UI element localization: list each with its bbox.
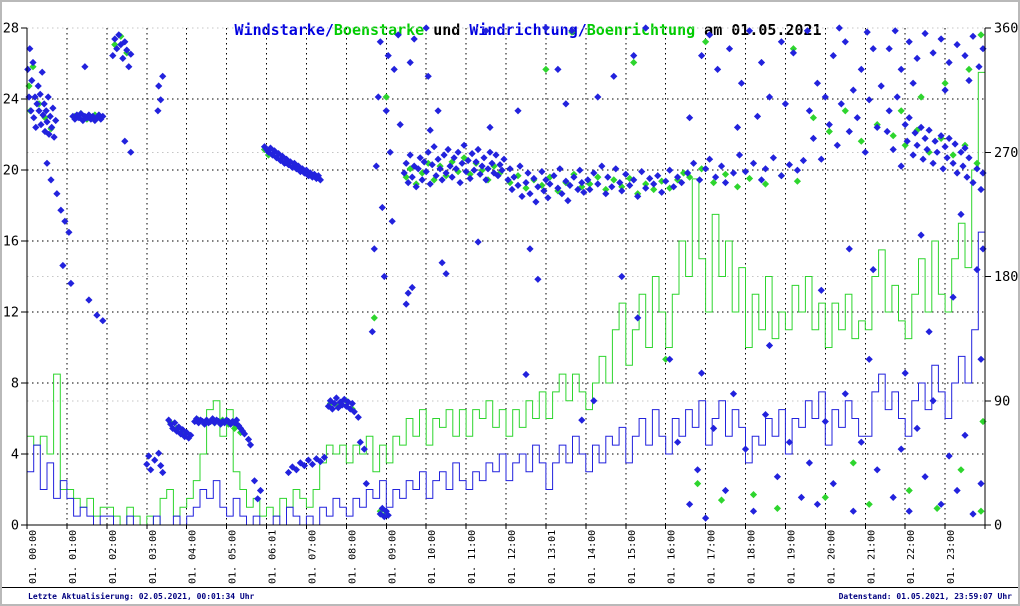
x-tick-label-22: 01. 22:00: [906, 530, 917, 584]
x-tick-label-13: 01. 13:01: [547, 530, 558, 584]
left-tick-label-20: 20: [3, 163, 19, 179]
x-tick-label-16: 01. 16:00: [667, 530, 678, 584]
x-tick-label-10: 01. 10:00: [427, 530, 438, 584]
x-tick-label-20: 01. 20:00: [826, 530, 837, 584]
left-tick-label-12: 12: [3, 305, 19, 321]
x-tick-label-2: 01. 02:00: [108, 530, 119, 584]
x-tick-label-14: 01. 14:00: [587, 530, 598, 584]
series-line-boenstarke: [27, 71, 985, 526]
left-tick-label-28: 28: [3, 21, 19, 37]
left-tick-label-8: 8: [11, 376, 19, 392]
left-tick-label-0: 0: [11, 518, 19, 534]
x-tick-label-3: 01. 03:00: [148, 530, 159, 584]
series-line-windstarke: [27, 231, 985, 526]
x-tick-label-15: 01. 15:00: [627, 530, 638, 584]
x-tick-label-8: 01. 08:00: [347, 530, 358, 584]
x-tick-label-0: 01. 00:00: [28, 530, 39, 584]
title-slash2: /: [577, 21, 587, 39]
x-tick-label-4: 01. 04:00: [188, 530, 199, 584]
title-slash1: /: [324, 21, 334, 39]
right-tick-label-90: 90: [994, 393, 1010, 409]
title-windrichtung: Windrichtung: [469, 21, 578, 39]
x-tick-label-17: 01. 17:00: [707, 530, 718, 584]
status-bar: Letzte Aktualisierung: 02.05.2021, 00:01…: [2, 587, 1018, 604]
x-tick-label-23: 01. 23:00: [946, 530, 957, 584]
x-tick-label-1: 01. 01:00: [68, 530, 79, 584]
left-tick-label-16: 16: [3, 234, 19, 250]
x-tick-label-19: 01. 19:00: [786, 530, 797, 584]
title-und: und: [424, 21, 470, 39]
x-tick-label-7: 01. 07:00: [307, 530, 318, 584]
x-tick-label-11: 01. 11:00: [467, 530, 478, 584]
right-tick-label-270: 270: [994, 145, 1018, 161]
right-tick-label-0: 0: [994, 518, 1002, 534]
right-tick-label-180: 180: [994, 269, 1018, 285]
last-update-text: Letzte Aktualisierung: 02.05.2021, 00:01…: [28, 591, 255, 601]
title-boenstarke: Boenstarke: [333, 21, 425, 39]
left-tick-label-4: 4: [11, 447, 19, 463]
left-tick-label-24: 24: [3, 92, 19, 108]
x-tick-label-5: 01. 05:00: [228, 530, 239, 584]
series-points-windrichtung: [24, 24, 987, 522]
x-tick-label-9: 01. 09:00: [387, 530, 398, 584]
x-tick-label-18: 01. 18:00: [747, 530, 758, 584]
x-tick-label-21: 01. 21:00: [866, 530, 877, 584]
x-tick-label-6: 01. 06:01: [268, 530, 279, 584]
data-timestamp-text: Datenstand: 01.05.2021, 23:59:07 Uhr: [838, 591, 1012, 601]
right-tick-label-360: 360: [994, 21, 1018, 37]
x-tick-label-12: 01. 12:00: [507, 530, 518, 584]
title-windstarke: Windstarke: [234, 21, 325, 39]
title-boenrichtung: Boenrichtung: [586, 21, 696, 39]
